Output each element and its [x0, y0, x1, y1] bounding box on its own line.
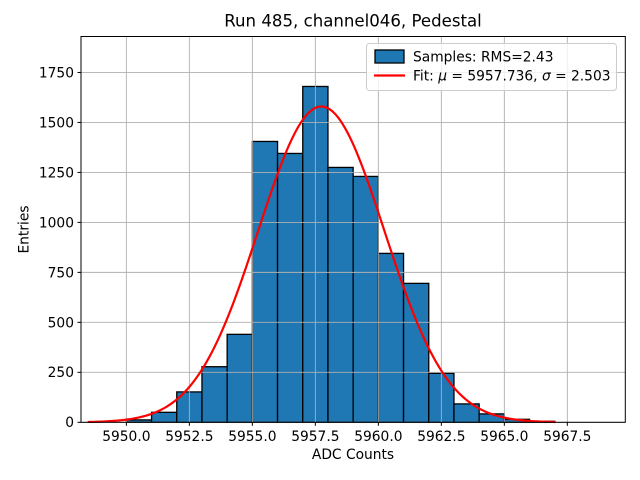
fit-curve [87, 105, 556, 424]
axes-spines [80, 36, 626, 423]
x-tick-label: 5950.0 [102, 429, 150, 445]
y-tick-label: 1000 [39, 215, 74, 231]
y-tick-label: 500 [48, 315, 74, 331]
grid [81, 36, 626, 423]
y-tick-label: 1250 [39, 165, 74, 181]
histogram-bar [276, 152, 304, 423]
histogram-bar [150, 411, 178, 423]
legend-samples-swatch [374, 49, 405, 64]
x-tick-label: 5960.0 [354, 429, 402, 445]
plot-border [80, 36, 626, 423]
y-axis-label: Entries [17, 205, 33, 253]
legend-frame [366, 43, 617, 91]
y-tick-label: 250 [48, 365, 74, 381]
x-tick-label: 5967.5 [543, 429, 591, 445]
x-axis-label: ADC Counts [312, 447, 394, 463]
x-tick-label: 5962.5 [417, 429, 465, 445]
chart-title: Run 485, channel046, Pedestal [224, 12, 482, 31]
histogram-bar [352, 175, 379, 423]
legend-samples-label: Samples: RMS=2.43 [413, 50, 553, 66]
x-tick-label: 5952.5 [165, 429, 213, 445]
y-tick-label: 1750 [39, 65, 74, 81]
histogram-bar [327, 166, 354, 423]
histogram-bar [201, 366, 228, 423]
x-tick-label: 5957.5 [291, 429, 339, 445]
axis-ticks: 5950.0 5952.5 5955.0 5957.5 5960.0 5962.5 5965… [39, 65, 592, 444]
legend-fit-label: Fit: μ = 5957.736, σ = 2.503 [413, 69, 611, 85]
histogram-bar [402, 282, 430, 423]
legend: Samples: RMS=2.43 Fit: μ = 5957.736, σ =… [366, 43, 617, 91]
y-tick-label: 0 [65, 415, 74, 431]
x-tick-label: 5965.0 [480, 429, 528, 445]
x-tick-label: 5955.0 [228, 429, 276, 445]
y-tick-label: 1500 [39, 115, 74, 131]
fit-curve-layer [87, 105, 556, 424]
histogram-bar [226, 333, 253, 423]
y-tick-label: 750 [48, 265, 74, 281]
